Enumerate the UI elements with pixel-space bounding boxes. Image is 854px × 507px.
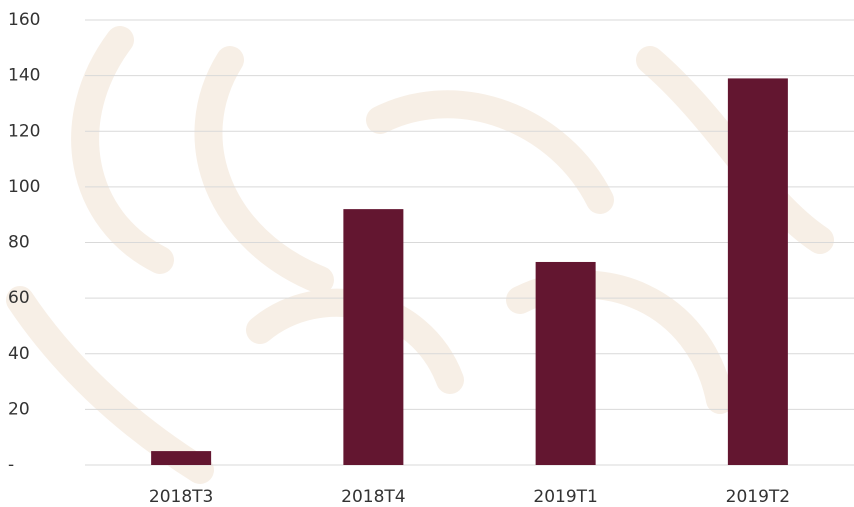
background-pattern	[20, 40, 820, 470]
bar	[536, 262, 596, 465]
y-tick-label: 160	[8, 10, 40, 30]
y-tick-label: 20	[8, 399, 30, 419]
bar	[343, 209, 403, 465]
bar	[728, 78, 788, 465]
bar	[151, 451, 211, 465]
x-tick-label: 2019T1	[533, 487, 597, 507]
x-tick-label: 2018T3	[149, 487, 213, 507]
y-tick-label: 100	[8, 177, 40, 197]
y-tick-label: 140	[8, 66, 40, 86]
x-tick-label: 2018T4	[341, 487, 405, 507]
y-tick-label: 60	[8, 288, 30, 308]
x-tick-label: 2019T2	[726, 487, 790, 507]
y-tick-label: 80	[8, 233, 30, 253]
y-tick-label: 40	[8, 344, 30, 364]
chart: - 20 40 60 80 100 120 140 160 2018T3 2018T4 2019T1 2…	[0, 0, 854, 507]
y-tick-label: -	[8, 455, 14, 475]
y-tick-label: 120	[8, 121, 40, 141]
